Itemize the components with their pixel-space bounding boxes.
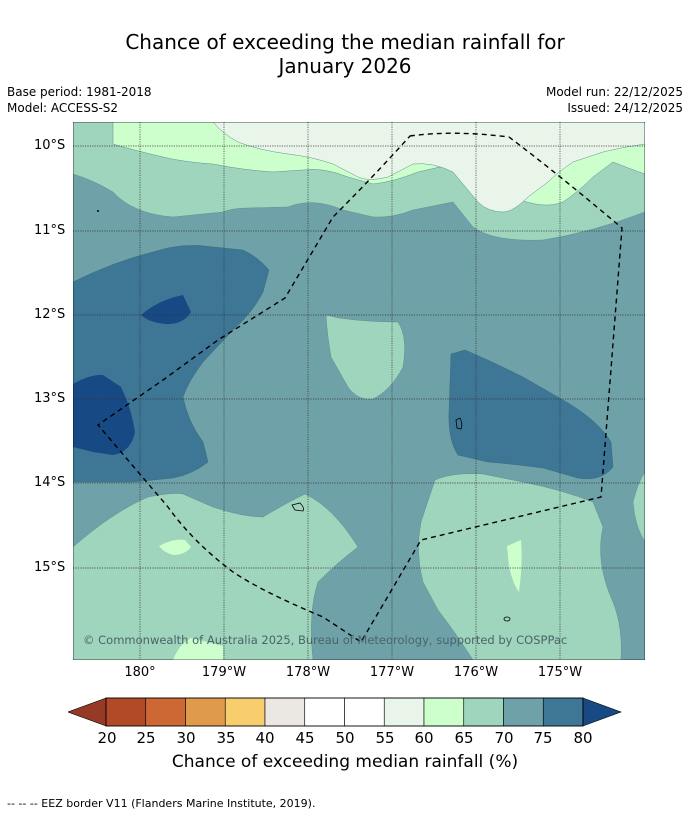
colorbar-cell-7 — [383, 697, 425, 727]
island-1 — [455, 417, 463, 430]
rainfall-map: © Commonwealth of Australia 2025, Bureau… — [73, 122, 645, 660]
band-65-70-southwest — [73, 493, 359, 660]
colorbar-cell-10 — [503, 697, 544, 727]
title-line-1: Chance of exceeding the median rainfall … — [125, 30, 565, 54]
cb-tick-50: 50 — [335, 729, 355, 747]
cb-tick-75: 75 — [533, 729, 553, 747]
colorbar-cell-1 — [145, 697, 186, 727]
lon-gridlines — [139, 122, 561, 660]
colorbar-cell-4 — [264, 697, 306, 727]
cb-tick-35: 35 — [216, 729, 236, 747]
eez-footnote: -- -- -- EEZ border V11 (Flanders Marine… — [7, 797, 316, 810]
lon-label-179w: 179°W — [201, 665, 247, 680]
lat-label-13s: 13°S — [34, 391, 66, 406]
colorbar-high-arrow — [582, 697, 622, 727]
lon-label-176w: 176°W — [453, 665, 499, 680]
island-4 — [97, 210, 99, 212]
colorbar-cell-5 — [304, 697, 345, 727]
lon-label-177w: 177°W — [369, 665, 415, 680]
lat-label-12s: 12°S — [34, 307, 66, 322]
colorbar-cell-8 — [423, 697, 465, 727]
band-80-plus-west — [73, 374, 135, 455]
colorbar-low-arrow — [68, 697, 107, 727]
cb-tick-45: 45 — [295, 729, 315, 747]
band-60-65-south — [173, 638, 223, 660]
cb-tick-70: 70 — [494, 729, 514, 747]
cb-tick-60: 60 — [414, 729, 434, 747]
lat-label-14s: 14°S — [34, 475, 66, 490]
meta-left: Base period: 1981-2018 Model: ACCESS-S2 — [7, 84, 152, 116]
cb-tick-30: 30 — [176, 729, 196, 747]
band-80-plus-north — [141, 295, 191, 325]
lon-label-178w: 178°W — [285, 665, 331, 680]
island-3 — [503, 616, 511, 622]
colorbar-cell-6 — [344, 697, 385, 727]
model-run: Model run: 22/12/2025 — [545, 85, 683, 99]
map-attribution: © Commonwealth of Australia 2025, Bureau… — [83, 633, 567, 647]
cb-tick-40: 40 — [255, 729, 275, 747]
colorbar-cell-2 — [185, 697, 226, 727]
colorbar-cell-3 — [224, 697, 266, 727]
cb-tick-80: 80 — [573, 729, 593, 747]
map-title: Chance of exceeding the median rainfall … — [0, 30, 690, 78]
colorbar-frame — [105, 697, 584, 727]
lon-label-175w: 175°W — [537, 665, 583, 680]
lon-label-180: 180° — [124, 665, 156, 680]
colorbar-cells — [105, 697, 584, 727]
band-60-65-patch-2 — [507, 540, 522, 592]
cb-tick-65: 65 — [454, 729, 474, 747]
lat-label-11s: 11°S — [34, 223, 66, 238]
colorbar — [68, 697, 622, 727]
lat-label-10s: 10°S — [34, 138, 66, 153]
band-75-80-east — [448, 349, 614, 480]
band-55-60-north — [212, 122, 645, 213]
issued-date: Issued: 24/12/2025 — [567, 101, 683, 115]
eez-border — [96, 132, 623, 643]
colorbar-label: Chance of exceeding median rainfall (%) — [171, 752, 519, 772]
cb-tick-25: 25 — [136, 729, 156, 747]
band-60-65-patch-1 — [159, 539, 191, 555]
band-65-70-east-edge — [632, 471, 645, 543]
island-2 — [291, 502, 304, 512]
cb-tick-20: 20 — [97, 729, 117, 747]
base-period: Base period: 1981-2018 — [7, 85, 152, 99]
band-65-70-central — [325, 314, 405, 400]
meta-right: Model run: 22/12/2025 Issued: 24/12/2025 — [546, 84, 683, 116]
cb-tick-55: 55 — [375, 729, 395, 747]
lat-label-15s: 15°S — [34, 560, 66, 575]
colorbar-cell-11 — [542, 697, 584, 727]
title-line-2: January 2026 — [278, 54, 412, 78]
lat-gridlines — [73, 145, 645, 569]
colorbar-cell-9 — [463, 697, 504, 727]
colorbar-cell-0 — [105, 697, 147, 727]
model-name: Model: ACCESS-S2 — [7, 101, 119, 115]
